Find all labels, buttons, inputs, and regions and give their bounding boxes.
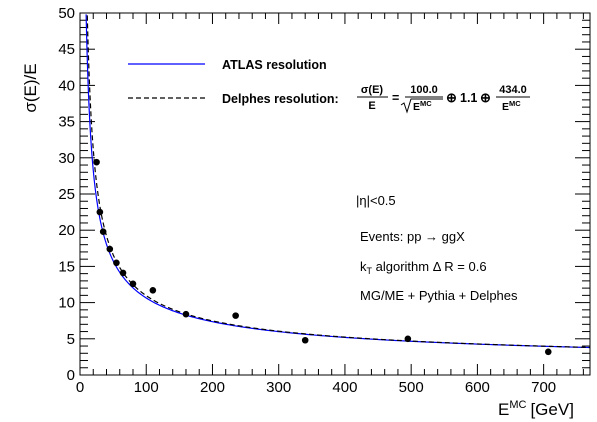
axis-tick-labels: 0 100 200 300 400 500 600 700 0 5 10 15 20 25 30 35 40 45…	[58, 5, 556, 396]
data-point	[149, 286, 157, 294]
formula-den3-base: E	[502, 101, 509, 113]
series-curves	[85, 14, 591, 349]
data-point	[93, 158, 100, 166]
annotation-eta: |η|<0.5	[356, 193, 396, 208]
data-point	[182, 310, 190, 318]
data-points	[93, 158, 552, 356]
x-tick-label: 400	[332, 379, 357, 396]
data-point	[404, 335, 412, 343]
legend: ATLAS resolution Delphes resolution: σ(E…	[128, 58, 530, 114]
axis-ticks	[79, 12, 590, 376]
y-axis-title: σ(E)/E	[21, 63, 40, 112]
y-tick-label: 0	[67, 367, 75, 384]
y-tick-label: 15	[58, 258, 75, 275]
formula-num1: σ(E)	[361, 84, 384, 96]
formula-den1: E	[368, 100, 375, 112]
x-tick-label: 200	[200, 379, 225, 396]
annotation-events: Events: pp → ggX	[360, 229, 465, 244]
x-tick-label: 0	[76, 379, 84, 396]
delphes-formula: σ(E) E = 100.0 EMC ⊕ 1.1 ⊕ 434.0 EMC	[357, 84, 530, 114]
x-axis-title: EMC [GeV]	[498, 399, 574, 419]
data-point	[544, 348, 552, 356]
x-tick-label: 100	[134, 379, 159, 396]
series-curve-0	[85, 14, 591, 349]
y-tick-label: 5	[67, 331, 75, 348]
data-point	[99, 228, 107, 235]
svg-text:EMC: EMC	[502, 99, 521, 113]
x-tick-label: 500	[399, 379, 424, 396]
formula-num2: 100.0	[410, 84, 438, 96]
formula-eq: =	[392, 91, 399, 105]
x-tick-label: 600	[465, 379, 490, 396]
annotation-generator: MG/ME + Pythia + Delphes	[360, 288, 518, 303]
data-point	[232, 312, 239, 319]
y-tick-label: 10	[58, 295, 75, 312]
annotation-algo-sub: T	[367, 266, 373, 276]
formula-num3: 434.0	[499, 84, 527, 96]
svg-text:EMC: EMC	[413, 99, 432, 113]
annotation-algorithm: kT algorithm Δ R = 0.6	[360, 259, 487, 276]
legend-atlas-label: ATLAS resolution	[222, 58, 327, 72]
data-point	[129, 280, 137, 288]
x-tick-label: 300	[266, 379, 291, 396]
formula-const: 1.1	[460, 91, 477, 105]
formula-sqrt-sign	[400, 98, 443, 114]
formula-den2-base: E	[413, 101, 420, 113]
x-axis-label-main: E	[498, 400, 509, 419]
y-tick-label: 45	[58, 41, 75, 58]
y-tick-label: 40	[58, 77, 75, 94]
annotation-algo-rest: algorithm Δ R = 0.6	[372, 259, 487, 274]
plot-frame	[79, 12, 591, 376]
data-point	[96, 208, 104, 216]
data-point	[106, 245, 114, 253]
series-curve-1	[86, 15, 591, 349]
y-tick-label: 30	[58, 150, 75, 167]
svg-text:EMC[GeV]: EMC [GeV]	[498, 399, 574, 419]
formula-den2-sup: MC	[420, 99, 432, 108]
y-tick-label: 20	[58, 222, 75, 239]
data-point	[301, 336, 309, 344]
formula-den3-sup: MC	[509, 99, 521, 108]
y-tick-label: 25	[58, 186, 75, 203]
y-tick-label: 50	[58, 5, 75, 22]
legend-delphes-label: Delphes resolution:	[222, 92, 339, 106]
x-axis-label-unit: [GeV]	[530, 400, 573, 419]
data-point	[113, 259, 120, 267]
x-axis-label-sup: MC	[509, 399, 526, 411]
annotation-algo-k: k	[360, 259, 367, 274]
annotations: |η|<0.5 Events: pp → ggX kT algorithm Δ …	[356, 193, 518, 303]
formula-oplus1: ⊕	[446, 90, 457, 105]
formula-oplus2: ⊕	[480, 90, 491, 105]
x-tick-label: 700	[531, 379, 556, 396]
y-axis-label: σ(E)/E	[21, 63, 40, 112]
data-point	[119, 269, 127, 277]
y-tick-label: 35	[58, 114, 75, 131]
